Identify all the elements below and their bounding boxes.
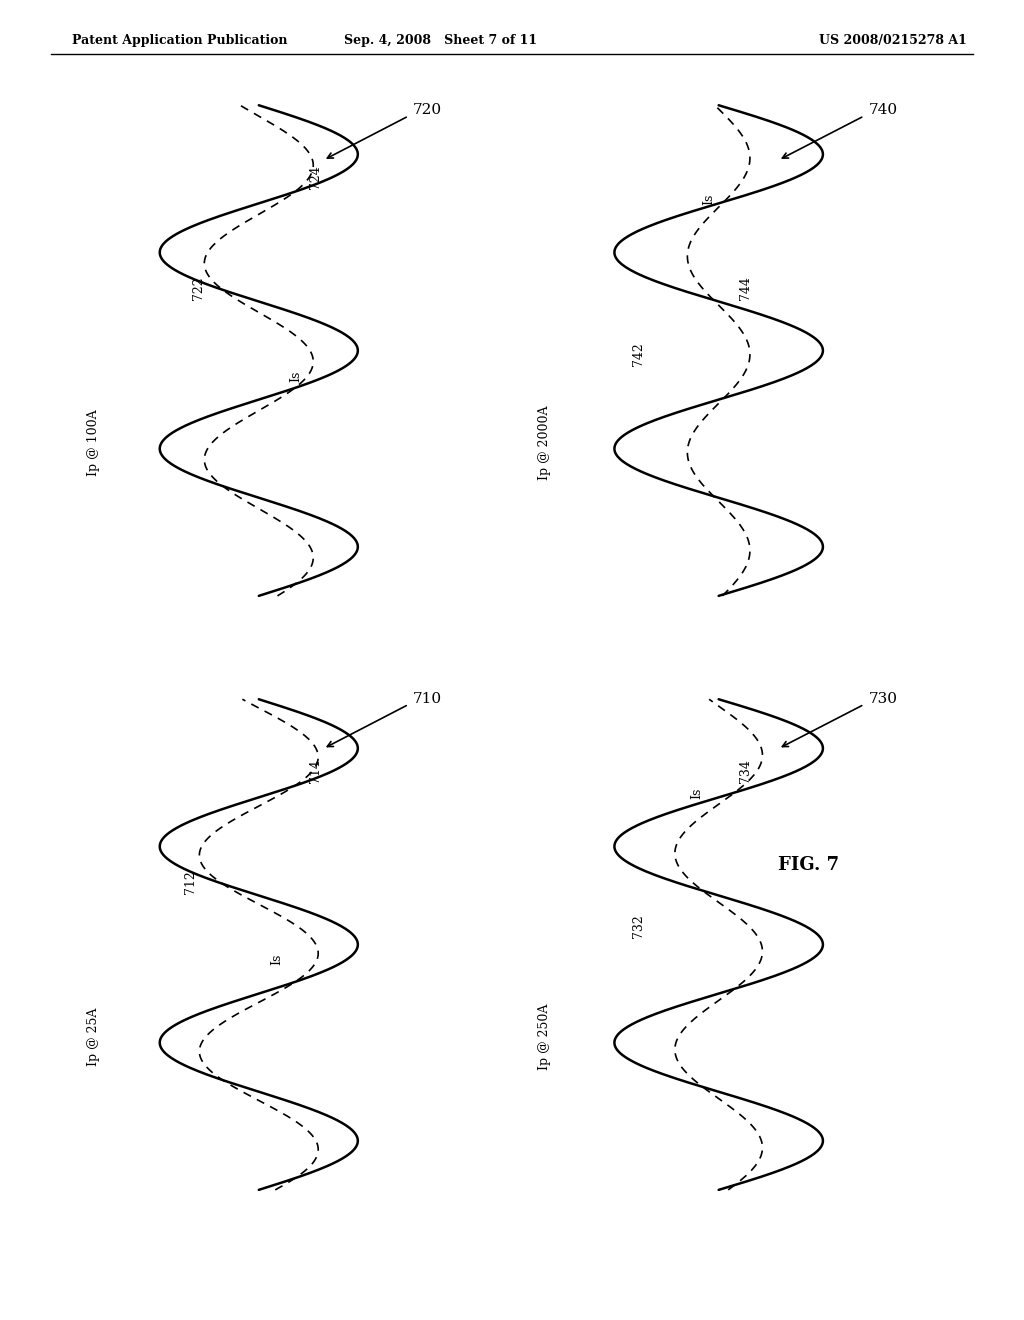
Text: 740: 740 [868,103,897,117]
Text: 730: 730 [868,692,897,706]
Text: 714: 714 [309,759,322,783]
Text: Is: Is [690,787,702,799]
Text: 720: 720 [413,103,441,117]
Text: Sep. 4, 2008   Sheet 7 of 11: Sep. 4, 2008 Sheet 7 of 11 [344,34,537,48]
Text: Ip @ 250A: Ip @ 250A [539,1003,551,1071]
Text: Ip @ 25A: Ip @ 25A [87,1007,100,1067]
Text: Is: Is [702,193,715,205]
Text: FIG. 7: FIG. 7 [778,855,840,874]
Text: Is: Is [290,371,302,383]
Text: Patent Application Publication: Patent Application Publication [72,34,287,48]
Text: 722: 722 [193,276,205,300]
Text: 732: 732 [633,915,645,939]
Text: US 2008/0215278 A1: US 2008/0215278 A1 [819,34,967,48]
Text: Ip @ 2000A: Ip @ 2000A [539,405,551,480]
Text: 734: 734 [739,759,752,783]
Text: 744: 744 [739,276,752,300]
Text: 724: 724 [309,165,322,189]
Text: 710: 710 [413,692,441,706]
Text: 742: 742 [633,342,645,366]
Text: 712: 712 [184,870,198,894]
Text: Is: Is [270,953,283,965]
Text: Ip @ 100A: Ip @ 100A [87,409,100,477]
